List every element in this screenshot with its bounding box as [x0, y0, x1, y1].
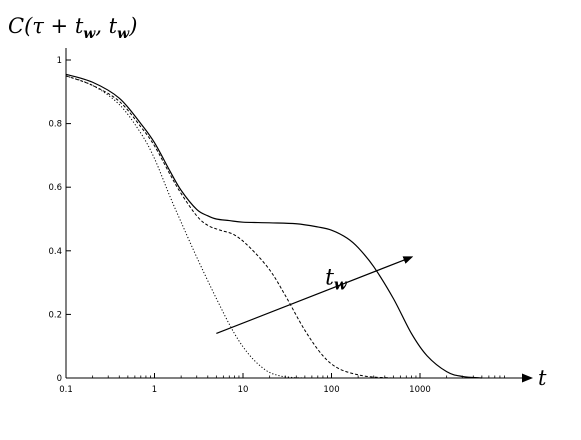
y-tick-label: 0.2	[48, 310, 62, 320]
y-tick-label: 0.8	[48, 120, 62, 130]
curve-solid	[65, 73, 482, 379]
x-tick-label: 1	[152, 385, 157, 395]
x-axis-arrowhead	[522, 373, 533, 383]
curve-dotted	[65, 75, 305, 379]
y-ticks: 0 0.2 0.4 0.6 0.8 1	[48, 56, 71, 384]
y-tick-label: 0.6	[48, 183, 62, 193]
y-axis-title: C(τ + tw, tw)	[8, 14, 137, 42]
x-tick-label: 0.1	[59, 385, 73, 395]
y-tick-label: 1	[57, 56, 62, 66]
tw-arrow	[216, 256, 414, 335]
y-tick-label: 0	[57, 374, 62, 384]
y-tick-label: 0.4	[48, 247, 62, 257]
x-tick-label: 10	[238, 385, 249, 395]
curves	[65, 73, 482, 379]
tw-arrow-label: tw	[325, 266, 348, 294]
x-tick-label: 1000	[409, 385, 431, 395]
x-axis-title: t	[538, 366, 547, 390]
curve-dashed	[65, 75, 394, 379]
x-ticks: 0.1 1 10 100 1000	[59, 373, 505, 395]
x-tick-label: 100	[323, 385, 339, 395]
